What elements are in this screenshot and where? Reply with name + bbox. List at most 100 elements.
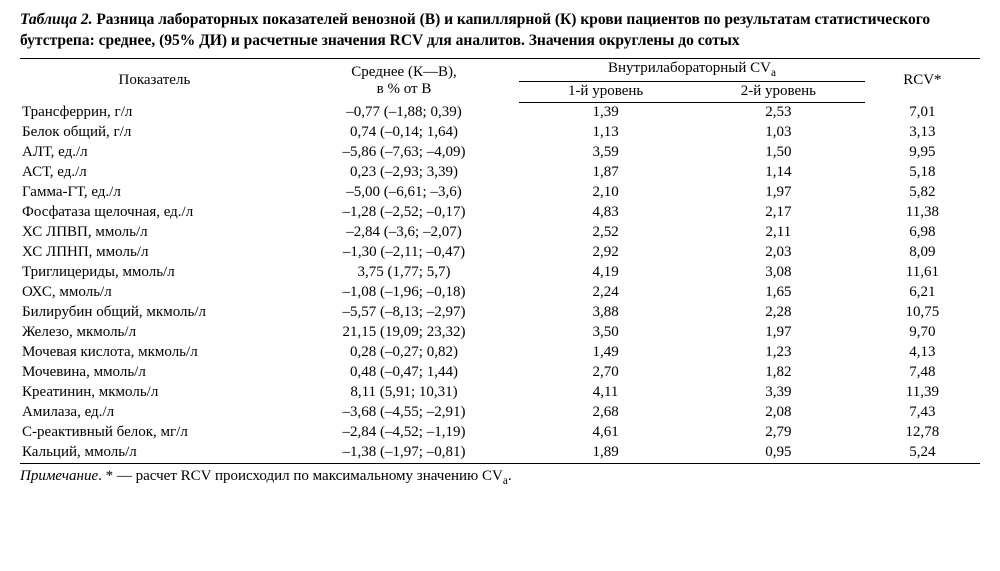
cell-mean: –1,28 (–2,52; –0,17) xyxy=(289,203,519,223)
table-row: АСТ, ед./л0,23 (–2,93; 3,39)1,871,145,18 xyxy=(20,163,980,183)
cell-level1: 4,61 xyxy=(519,423,692,443)
cell-mean: –0,77 (–1,88; 0,39) xyxy=(289,102,519,123)
cell-level1: 2,92 xyxy=(519,243,692,263)
caption-prefix: Таблица 2. xyxy=(20,11,92,28)
header-level1: 1-й уровень xyxy=(519,81,692,102)
cell-mean: 0,23 (–2,93; 3,39) xyxy=(289,163,519,183)
cell-level2: 1,97 xyxy=(692,183,865,203)
cell-indicator: ХС ЛПВП, ммоль/л xyxy=(20,223,289,243)
cell-level1: 3,59 xyxy=(519,143,692,163)
cell-indicator: Гамма-ГТ, ед./л xyxy=(20,183,289,203)
cell-indicator: Билирубин общий, мкмоль/л xyxy=(20,303,289,323)
cell-level2: 1,23 xyxy=(692,343,865,363)
cell-rcv: 5,82 xyxy=(865,183,980,203)
cell-level2: 2,08 xyxy=(692,403,865,423)
cell-mean: –2,84 (–3,6; –2,07) xyxy=(289,223,519,243)
cell-mean: –1,38 (–1,97; –0,81) xyxy=(289,443,519,464)
cell-level1: 1,13 xyxy=(519,123,692,143)
cell-rcv: 6,21 xyxy=(865,283,980,303)
cell-mean: –1,08 (–1,96; –0,18) xyxy=(289,283,519,303)
cell-indicator: Белок общий, г/л xyxy=(20,123,289,143)
cell-indicator: Креатинин, мкмоль/л xyxy=(20,383,289,403)
cell-rcv: 7,01 xyxy=(865,102,980,123)
header-rcv: RCV* xyxy=(865,58,980,102)
cell-mean: –2,84 (–4,52; –1,19) xyxy=(289,423,519,443)
cell-rcv: 3,13 xyxy=(865,123,980,143)
table-row: Фосфатаза щелочная, ед./л–1,28 (–2,52; –… xyxy=(20,203,980,223)
cell-mean: –5,00 (–6,61; –3,6) xyxy=(289,183,519,203)
header-cv-group: Внутрилабораторный CVa xyxy=(519,58,865,81)
table-row: ХС ЛПВП, ммоль/л–2,84 (–3,6; –2,07)2,522… xyxy=(20,223,980,243)
cell-indicator: Кальций, ммоль/л xyxy=(20,443,289,464)
cell-level2: 2,17 xyxy=(692,203,865,223)
cell-level1: 2,10 xyxy=(519,183,692,203)
table-row: Креатинин, мкмоль/л8,11 (5,91; 10,31)4,1… xyxy=(20,383,980,403)
cell-indicator: Амилаза, ед./л xyxy=(20,403,289,423)
cell-level2: 2,28 xyxy=(692,303,865,323)
table-row: Триглицериды, ммоль/л3,75 (1,77; 5,7)4,1… xyxy=(20,263,980,283)
cell-indicator: АЛТ, ед./л xyxy=(20,143,289,163)
cell-level2: 2,11 xyxy=(692,223,865,243)
cell-indicator: ОХС, ммоль/л xyxy=(20,283,289,303)
cell-indicator: Трансферрин, г/л xyxy=(20,102,289,123)
table-body: Трансферрин, г/л–0,77 (–1,88; 0,39)1,392… xyxy=(20,102,980,463)
cell-mean: 0,74 (–0,14; 1,64) xyxy=(289,123,519,143)
cell-level2: 3,39 xyxy=(692,383,865,403)
cell-indicator: Фосфатаза щелочная, ед./л xyxy=(20,203,289,223)
cell-indicator: ХС ЛПНП, ммоль/л xyxy=(20,243,289,263)
cell-level1: 2,52 xyxy=(519,223,692,243)
cell-rcv: 9,95 xyxy=(865,143,980,163)
table-footnote: Примечание. * — расчет RCV происходил по… xyxy=(20,468,980,487)
table-row: Гамма-ГТ, ед./л–5,00 (–6,61; –3,6)2,101,… xyxy=(20,183,980,203)
table-row: ОХС, ммоль/л–1,08 (–1,96; –0,18)2,241,65… xyxy=(20,283,980,303)
cell-rcv: 11,61 xyxy=(865,263,980,283)
table-row: Мочевина, ммоль/л0,48 (–0,47; 1,44)2,701… xyxy=(20,363,980,383)
header-row-1: Показатель Среднее (К—В), в % от В Внутр… xyxy=(20,58,980,81)
table-row: Амилаза, ед./л–3,68 (–4,55; –2,91)2,682,… xyxy=(20,403,980,423)
cell-level1: 4,19 xyxy=(519,263,692,283)
header-cv-text: Внутрилабораторный CV xyxy=(608,60,771,76)
cell-level2: 2,53 xyxy=(692,102,865,123)
table-row: ХС ЛПНП, ммоль/л–1,30 (–2,11; –0,47)2,92… xyxy=(20,243,980,263)
cell-mean: 0,48 (–0,47; 1,44) xyxy=(289,363,519,383)
table-row: Белок общий, г/л0,74 (–0,14; 1,64)1,131,… xyxy=(20,123,980,143)
table-row: Кальций, ммоль/л–1,38 (–1,97; –0,81)1,89… xyxy=(20,443,980,464)
cell-mean: –5,86 (–7,63; –4,09) xyxy=(289,143,519,163)
cell-level2: 3,08 xyxy=(692,263,865,283)
cell-level1: 1,89 xyxy=(519,443,692,464)
header-level2: 2-й уровень xyxy=(692,81,865,102)
cell-rcv: 6,98 xyxy=(865,223,980,243)
cell-level2: 1,03 xyxy=(692,123,865,143)
cell-level1: 1,87 xyxy=(519,163,692,183)
cell-rcv: 5,18 xyxy=(865,163,980,183)
cell-rcv: 11,38 xyxy=(865,203,980,223)
table-row: С-реактивный белок, мг/л–2,84 (–4,52; –1… xyxy=(20,423,980,443)
cell-rcv: 4,13 xyxy=(865,343,980,363)
cell-level1: 2,24 xyxy=(519,283,692,303)
cell-rcv: 5,24 xyxy=(865,443,980,464)
table-row: Билирубин общий, мкмоль/л–5,57 (–8,13; –… xyxy=(20,303,980,323)
cell-rcv: 11,39 xyxy=(865,383,980,403)
cell-level2: 1,14 xyxy=(692,163,865,183)
cell-level2: 0,95 xyxy=(692,443,865,464)
cell-mean: –5,57 (–8,13; –2,97) xyxy=(289,303,519,323)
cell-level1: 2,68 xyxy=(519,403,692,423)
cell-mean: 0,28 (–0,27; 0,82) xyxy=(289,343,519,363)
cell-level2: 1,65 xyxy=(692,283,865,303)
caption-text: Разница лабораторных показателей венозно… xyxy=(20,11,930,49)
cell-level1: 3,88 xyxy=(519,303,692,323)
cell-level1: 4,11 xyxy=(519,383,692,403)
cell-mean: 3,75 (1,77; 5,7) xyxy=(289,263,519,283)
cell-mean: 21,15 (19,09; 23,32) xyxy=(289,323,519,343)
data-table: Показатель Среднее (К—В), в % от В Внутр… xyxy=(20,58,980,464)
cell-mean: –3,68 (–4,55; –2,91) xyxy=(289,403,519,423)
table-row: Мочевая кислота, мкмоль/л0,28 (–0,27; 0,… xyxy=(20,343,980,363)
footnote-end: . xyxy=(508,468,512,484)
table-caption: Таблица 2. Разница лабораторных показате… xyxy=(20,10,980,52)
cell-level1: 1,49 xyxy=(519,343,692,363)
cell-level2: 2,79 xyxy=(692,423,865,443)
cell-level2: 2,03 xyxy=(692,243,865,263)
cell-mean: –1,30 (–2,11; –0,47) xyxy=(289,243,519,263)
footnote-prefix: Примечание xyxy=(20,468,98,484)
cell-indicator: Железо, мкмоль/л xyxy=(20,323,289,343)
